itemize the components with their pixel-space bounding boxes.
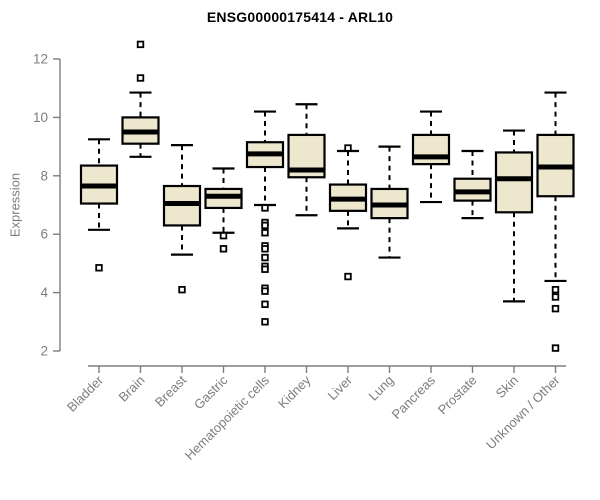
outlier-marker: [261, 265, 269, 273]
outlier-marker: [261, 318, 269, 326]
outlier-marker: [219, 245, 228, 253]
x-axis-category-label: Liver: [325, 372, 356, 403]
outlier-marker: [136, 74, 145, 82]
outlier-marker: [136, 40, 145, 49]
x-axis-category-label: Breast: [152, 372, 189, 409]
box: [411, 133, 451, 166]
outlier-marker: [551, 293, 560, 301]
x-axis-category-label: Unknown / Other: [483, 372, 563, 452]
outlier-marker: [219, 231, 228, 240]
y-axis-tick-label: 12: [33, 52, 48, 67]
outlier-marker: [178, 285, 186, 294]
x-axis-category-label: Prostate: [435, 373, 480, 418]
outlier-marker: [95, 264, 103, 272]
y-axis-tick-label: 10: [33, 110, 48, 125]
outlier-marker: [261, 253, 269, 262]
outlier-marker: [261, 229, 269, 237]
outlier-marker: [261, 300, 269, 308]
chart-title: ENSG00000175414 - ARL10: [206, 9, 394, 25]
outlier-marker: [261, 221, 269, 230]
y-axis-tick-label: 4: [40, 285, 48, 300]
x-axis-category-label: Skin: [493, 373, 521, 401]
x-axis-category-label: Brain: [116, 373, 148, 405]
x-axis-category-label: Bladder: [64, 372, 107, 415]
y-axis-tick-label: 8: [40, 168, 48, 183]
outlier-marker: [261, 245, 269, 253]
box: [494, 151, 534, 214]
outlier-marker: [261, 204, 269, 212]
outlier-marker: [344, 272, 352, 281]
x-axis-category-label: Lung: [366, 373, 397, 404]
x-axis-category-label: Pancreas: [389, 372, 439, 422]
y-axis-tick-label: 6: [40, 227, 48, 242]
x-axis-category-label: Kidney: [275, 372, 314, 411]
outlier-marker: [551, 344, 560, 352]
outlier-marker: [344, 144, 352, 152]
outlier-marker: [551, 304, 560, 313]
x-axis-category-label: Gastric: [191, 372, 231, 412]
outlier-marker: [261, 287, 269, 295]
y-axis-tick-label: 2: [40, 344, 48, 359]
outlier-marker: [551, 285, 560, 294]
